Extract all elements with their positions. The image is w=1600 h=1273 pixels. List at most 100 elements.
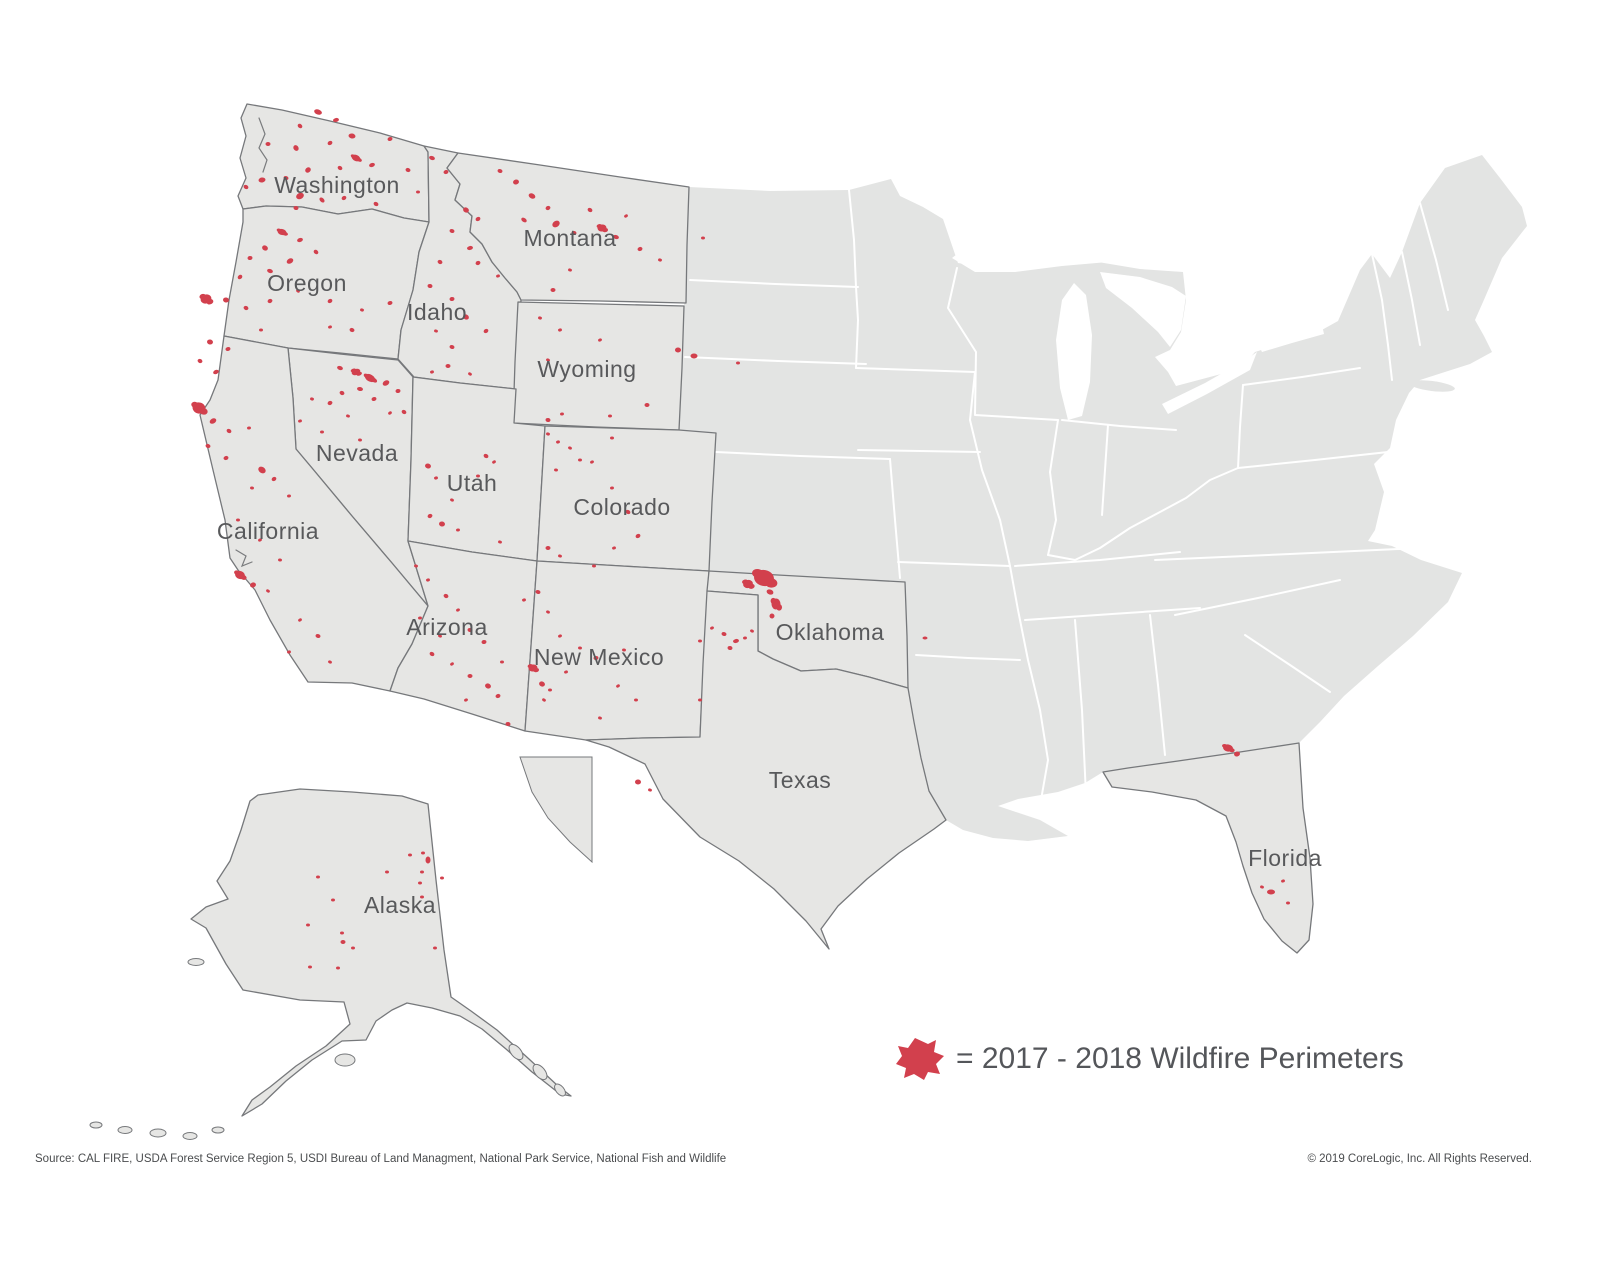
wildfire-perimeter (420, 895, 424, 899)
wildfire-perimeter (223, 455, 229, 461)
wildfire-perimeter (637, 246, 643, 252)
wildfire-perimeter (546, 432, 550, 436)
wildfire-perimeter (438, 634, 442, 638)
wildfire-perimeter (710, 626, 714, 630)
wildfire-perimeter (616, 684, 620, 688)
wildfire-perimeter (395, 388, 401, 394)
wildfire-perimeter (449, 344, 455, 350)
wildfire-perimeter (468, 372, 472, 376)
aleutian-island (117, 1126, 133, 1134)
wildfire-perimeter (590, 460, 594, 464)
wildfire-perimeter (550, 288, 556, 292)
wildfire-perimeter (298, 419, 302, 423)
wildfire-perimeter (538, 316, 542, 320)
wildfire-perimeter (258, 177, 266, 183)
wildfire-perimeter (259, 328, 263, 332)
wildfire-perimeter (634, 698, 638, 702)
wildfire-perimeter (613, 234, 619, 240)
wildfire-perimeter (658, 258, 662, 262)
wildfire-perimeter (608, 414, 612, 418)
state-montana (446, 152, 690, 304)
lake-erie (1162, 352, 1257, 414)
wildfire-perimeter (546, 358, 550, 362)
wildfire-perimeter (414, 564, 418, 568)
aleutian-island (182, 1132, 198, 1140)
wildfire-perimeter (358, 438, 362, 442)
wildfire-perimeter (475, 260, 481, 266)
wildfire-perimeter (356, 371, 362, 376)
wildfire-perimeter (733, 638, 739, 644)
wildfire-perimeter (727, 645, 733, 651)
wildfire-perimeter (206, 298, 214, 305)
wildfire-perimeter (743, 636, 747, 640)
wildfire-perimeter (748, 583, 755, 589)
wildfire-perimeter (496, 274, 500, 278)
state-label-alaska: Alaska (364, 892, 436, 918)
wildfire-perimeter (440, 876, 444, 880)
wildfire-perimeter (243, 305, 249, 311)
wildfire-perimeter (320, 430, 324, 434)
wildfire-perimeter (750, 629, 754, 633)
copyright-notice: © 2019 CoreLogic, Inc. All Rights Reserv… (1307, 1153, 1532, 1165)
state-label-nevada: Nevada (316, 440, 398, 466)
wildfire-perimeter (721, 631, 727, 637)
wildfire-perimeter (610, 436, 614, 440)
wildfire-perimeter (313, 249, 319, 255)
lake-huron (1100, 272, 1186, 347)
wildfire-perimeter (298, 618, 302, 622)
wildfire-perimeter (223, 297, 229, 303)
wildfire-perimeter (250, 582, 256, 588)
state-label-oklahoma: Oklahoma (776, 619, 885, 645)
wildfire-perimeter (283, 175, 289, 181)
wildfire-perimeter (427, 283, 433, 289)
wildfire-perimeter (271, 476, 277, 482)
wildfire-perimeter (1286, 901, 1290, 905)
wildfire-perimeter (327, 140, 333, 146)
wildfire-perimeter (776, 604, 783, 611)
wildfire-perimeter (1260, 885, 1264, 889)
wildfire-perimeter (247, 426, 251, 430)
wildfire-perimeter (527, 664, 533, 669)
wildfire-perimeter (542, 698, 546, 702)
state-texas (585, 590, 947, 950)
wildfire-perimeter (535, 589, 541, 595)
state-colorado (536, 425, 717, 572)
wildfire-perimeter (463, 314, 469, 320)
wildfire-perimeter (437, 259, 443, 265)
state-arizona (389, 540, 538, 732)
wildfire-perimeter (262, 245, 268, 251)
wildfire-perimeter (467, 674, 473, 678)
wildfire-perimeter (293, 145, 299, 151)
wildfire-perimeter (199, 293, 206, 300)
wildfire-perimeter (430, 370, 434, 374)
wildfire-perimeter (287, 494, 291, 498)
wildfire-perimeter (596, 224, 602, 229)
wildfire-perimeter (443, 169, 449, 175)
wildfire-perimeter (308, 965, 312, 969)
state-label-florida: Florida (1248, 845, 1322, 871)
wildfire-perimeter (266, 589, 270, 593)
wildfire-perimeter (610, 486, 614, 490)
wildfire-perimeter (209, 418, 217, 424)
wildfire-perimeter (385, 870, 389, 874)
source-attribution: Source: CAL FIRE, USDA Forest Service Re… (35, 1153, 727, 1165)
eastern-state-borders (684, 189, 1449, 801)
wildfire-perimeter (418, 881, 422, 885)
wildfire-perimeter (226, 428, 232, 434)
wildfire-perimeter (475, 216, 481, 222)
wildfire-perimeter (1222, 744, 1228, 749)
wildfire-perimeter (236, 518, 240, 522)
aleutian-island (211, 1126, 225, 1134)
wildfire-perimeter (418, 616, 422, 620)
wildfire-perimeter (612, 546, 616, 550)
wildfire-perimeter (701, 236, 705, 240)
wildfire-perimeter (199, 407, 208, 415)
wildfire-perimeter (434, 329, 438, 333)
wildfire-perimeter (648, 788, 652, 792)
wildfire-perimeter (464, 698, 468, 702)
wildfire-perimeter (560, 412, 564, 416)
wildfire-perimeter (476, 474, 480, 478)
wildfire-perimeter (742, 579, 748, 585)
wildfire-perimeter (387, 136, 393, 142)
